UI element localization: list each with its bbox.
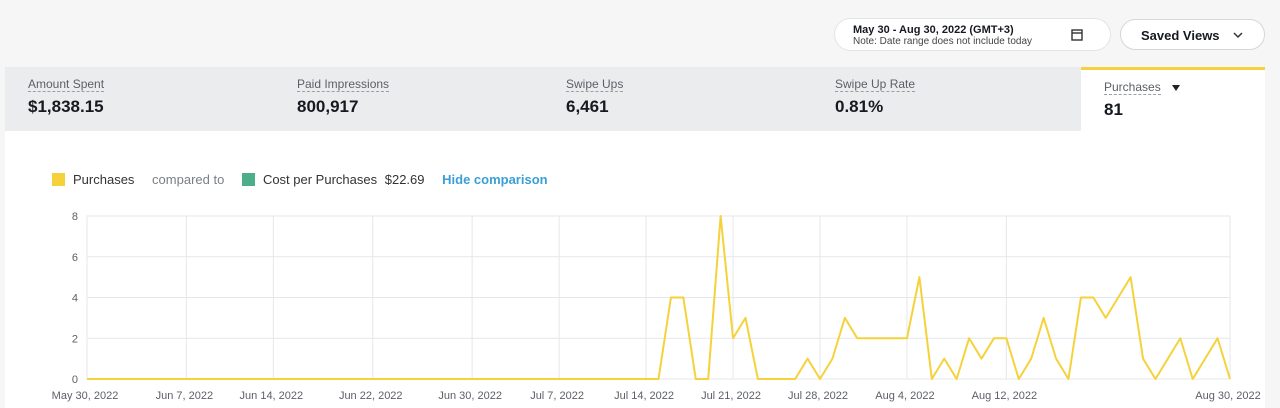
metric-tile[interactable]: Paid Impressions 800,917 [274,67,543,131]
metric-value: 0.81% [835,97,884,116]
date-range: May 30 - Aug 30, 2022 (GMT+3) [853,24,1014,36]
x-tick-label: Aug 12, 2022 [972,390,1037,402]
x-tick-label: Jul 28, 2022 [788,390,848,402]
compared-to: compared to [152,172,225,187]
comparison-value: $22.69 [384,172,425,187]
y-tick-label: 8 [72,211,78,223]
metric-label: Swipe Up Rate [835,77,916,92]
x-tick-label: Aug 30, 2022 [1195,390,1260,402]
legend-label: Purchases [73,172,135,187]
y-tick-label: 6 [72,252,78,264]
metric-tile[interactable]: Swipe Ups 6,461 [543,67,812,131]
metric-tile[interactable]: Amount Spent $1,838.15 [5,67,274,131]
hide-comparison[interactable]: Hide comparison [442,172,548,187]
legend-swatch [52,173,65,186]
comparison-name: Cost per Purchases [262,172,378,187]
x-tick-label: Jun 14, 2022 [240,390,304,402]
chevron [1233,32,1243,39]
x-tick-label: Aug 4, 2022 [875,390,934,402]
x-tick-label: Jun 30, 2022 [438,390,502,402]
legend: Purchases compared to Cost per Purchases… [52,172,548,187]
x-tick-label: Jun 7, 2022 [156,390,214,402]
date-note: Note: Date range does not include today [853,36,1033,47]
x-tick-label: Jun 22, 2022 [339,390,403,402]
chart-panel [5,131,1265,408]
x-tick-label: Jul 14, 2022 [614,390,674,402]
x-tick-label: Jul 7, 2022 [530,390,584,402]
saved-views-button[interactable]: Saved Views [1120,19,1265,50]
dropdown-arrow [1172,85,1180,91]
legend-swatch [241,173,255,186]
x-tick-label: May 30, 2022 [52,390,119,402]
metric-label: Swipe Ups [566,77,624,92]
metric-value: 81 [1104,100,1123,119]
metric-value: 800,917 [297,97,359,116]
y-tick-label: 4 [72,293,78,305]
y-tick-label: 2 [72,333,78,345]
metric-tile[interactable]: Purchases 81 [1081,67,1265,131]
metric-label: Amount Spent [28,77,105,92]
metric-value: $1,838.15 [28,97,104,116]
saved-views-label: Saved Views [1141,28,1220,43]
metric-label: Purchases [1104,80,1161,95]
data-line [87,215,1231,380]
date-range-picker[interactable]: May 30 - Aug 30, 2022 (GMT+3) Note: Date… [835,19,1110,50]
metric-value: 6,461 [566,97,609,116]
calendar-icon [1071,29,1083,41]
x-tick-label: Jul 21, 2022 [701,390,761,402]
y-tick-label: 0 [72,374,78,386]
metrics-bar: Amount Spent $1,838.15 Paid Impressions 800… [5,67,1265,131]
metric-tile[interactable]: Swipe Up Rate 0.81% [812,67,1081,131]
metric-label: Paid Impressions [297,77,390,92]
